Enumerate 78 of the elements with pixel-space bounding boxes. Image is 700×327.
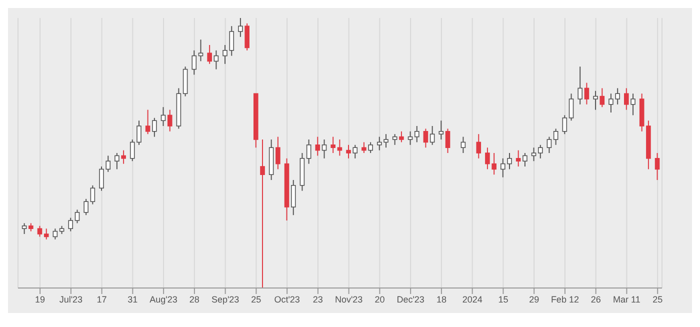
candlestick	[244, 22, 250, 51]
candlestick	[160, 106, 166, 126]
candlestick	[630, 93, 636, 116]
candlestick	[516, 150, 521, 167]
candlestick	[414, 126, 420, 143]
candlestick	[430, 126, 435, 146]
candlestick	[362, 142, 366, 154]
candlestick	[290, 180, 296, 216]
x-tick-label: Aug'23	[150, 294, 178, 304]
candlestick	[238, 18, 243, 38]
candlestick	[346, 144, 351, 159]
x-tick-label: 18	[436, 294, 446, 304]
x-tick-label: 28	[189, 294, 200, 304]
candlestick	[352, 144, 358, 159]
x-tick-label: Nov'23	[334, 294, 363, 304]
candlestick	[423, 128, 428, 148]
candlestick	[578, 66, 582, 105]
candlestick	[121, 150, 126, 164]
candlestick	[584, 82, 590, 105]
candlestick	[167, 109, 172, 132]
candlestick	[22, 222, 27, 234]
candlestick	[145, 109, 150, 135]
candlestick	[546, 136, 552, 154]
candlestick	[438, 120, 444, 140]
candlestick	[522, 152, 528, 167]
candlestick	[408, 130, 413, 146]
candlestick	[538, 144, 543, 159]
candlestick	[198, 39, 204, 62]
x-tick-label: Oct'23	[274, 294, 300, 304]
candlestick	[306, 139, 312, 164]
candlestick	[562, 114, 568, 135]
candlestick	[192, 50, 197, 76]
candlestick	[337, 139, 342, 156]
x-tick-label: 2024	[462, 294, 482, 304]
x-tick-label: 23	[312, 294, 323, 304]
candlestick	[399, 130, 404, 143]
x-tick-label: 17	[96, 294, 107, 304]
candlestick	[315, 136, 320, 156]
candlestick	[276, 136, 280, 170]
x-tick-label: Mar 11	[613, 294, 640, 304]
candlestick	[593, 90, 598, 110]
x-tick-label: Jul'23	[59, 294, 83, 304]
candlestick	[68, 217, 74, 232]
candlestick	[84, 198, 88, 216]
candlestick	[445, 128, 450, 154]
x-tick-label: 20	[374, 294, 385, 304]
candlestick	[392, 134, 398, 146]
candlestick	[368, 142, 373, 154]
candlestick	[531, 147, 536, 162]
candlestick	[74, 209, 80, 224]
candlestick	[114, 152, 120, 170]
candlestick	[214, 50, 219, 70]
candlestick	[37, 225, 42, 238]
candlestick	[624, 88, 629, 110]
candlestick	[152, 117, 157, 138]
candlestick	[460, 136, 466, 154]
candlestick	[44, 228, 49, 240]
x-tick-label: Sep'23	[211, 294, 240, 304]
x-tick-label: Dec'23	[396, 294, 424, 304]
candlestick	[476, 134, 482, 159]
x-tick-label: 31	[128, 294, 138, 304]
x-tick-label: Feb 12	[550, 294, 579, 304]
candlestick	[654, 152, 660, 180]
x-tick-label: 25	[251, 294, 262, 304]
x-tick-label: 25	[652, 294, 663, 304]
candlestick	[553, 128, 558, 146]
candlestick	[260, 139, 265, 288]
candlestick	[322, 139, 327, 159]
candlestick	[568, 93, 574, 122]
candlestick	[52, 228, 58, 240]
x-tick-label: 29	[529, 294, 540, 304]
candlestick	[330, 136, 336, 154]
x-tick-label: 15	[498, 294, 508, 304]
candlestick	[600, 88, 605, 108]
x-tick-label: 19	[35, 294, 46, 304]
x-tick-label: 26	[590, 294, 601, 304]
candlestick	[90, 184, 96, 205]
candlestick	[207, 44, 212, 64]
